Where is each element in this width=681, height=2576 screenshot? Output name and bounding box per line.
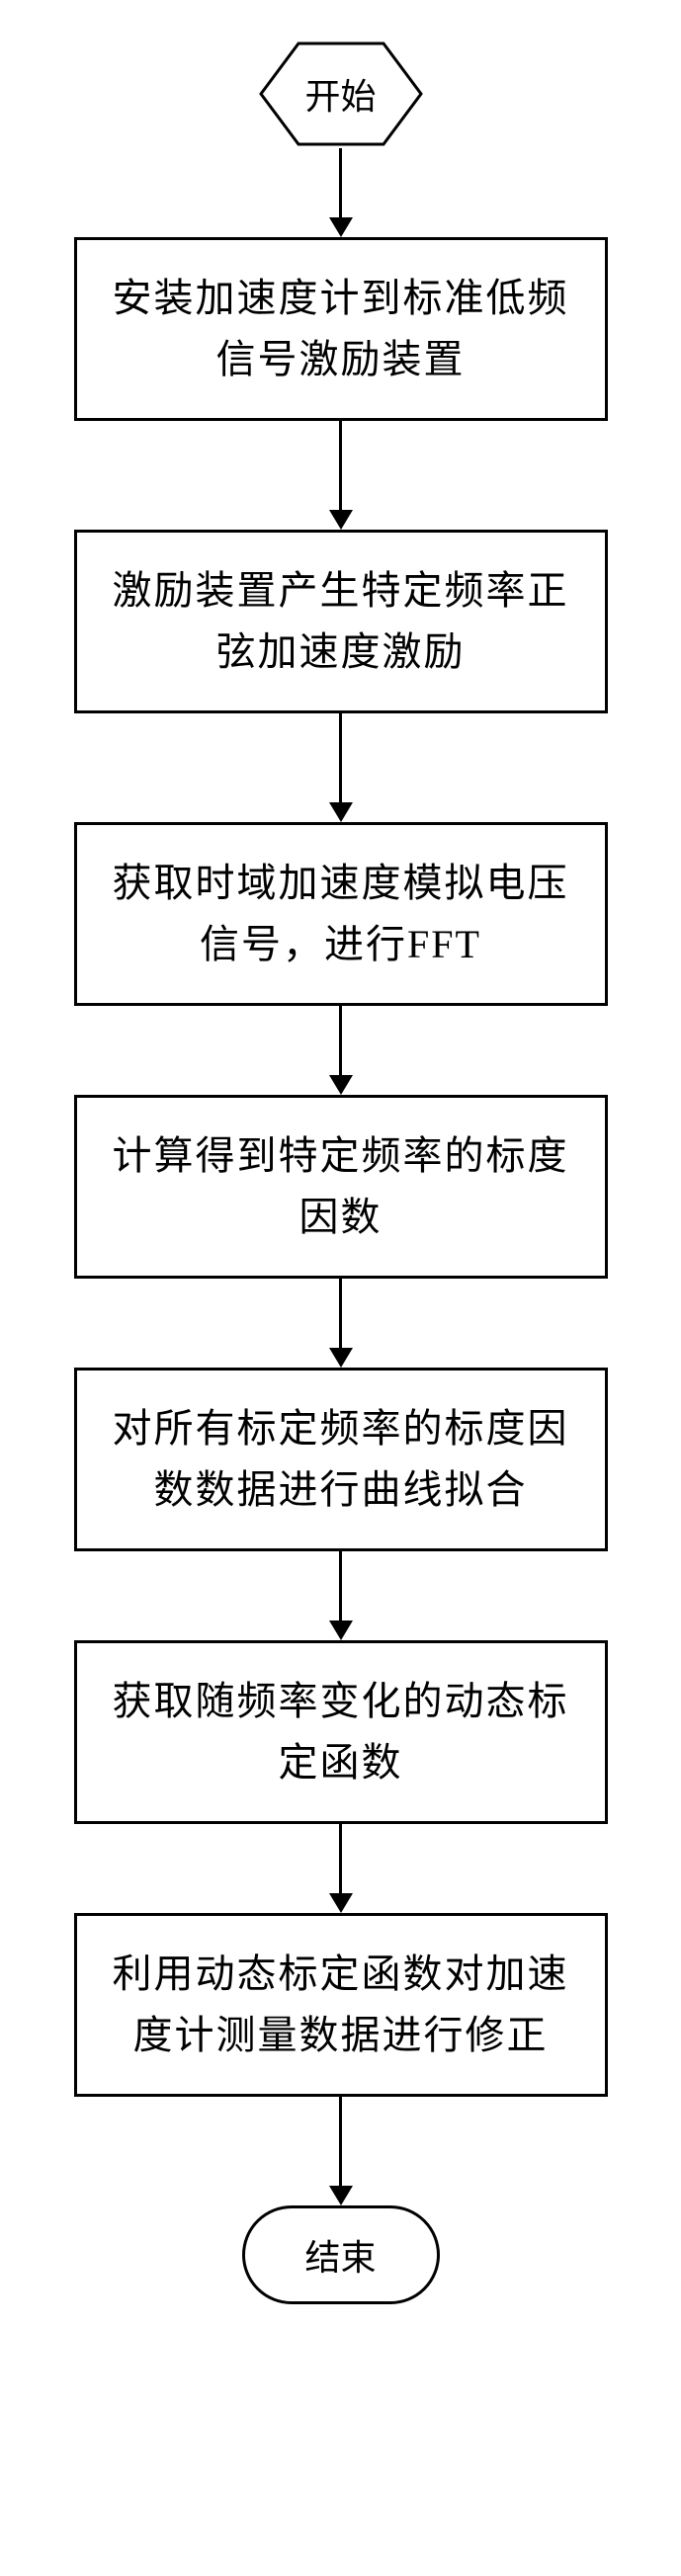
arrow-head xyxy=(329,802,353,822)
arrow-0 xyxy=(329,148,353,237)
flowchart-container: 开始 安装加速度计到标准低频信号激励装置 激励装置产生特定频率正弦加速度激励 获… xyxy=(64,40,618,2304)
arrow-3 xyxy=(329,1006,353,1095)
arrow-line xyxy=(339,1551,342,1620)
process-step-3: 获取时域加速度模拟电压信号，进行FFT xyxy=(74,822,608,1006)
end-terminator: 结束 xyxy=(242,2205,440,2304)
arrow-head xyxy=(329,1075,353,1095)
arrow-head xyxy=(329,217,353,237)
arrow-line xyxy=(339,148,342,217)
process-step-6: 获取随频率变化的动态标定函数 xyxy=(74,1640,608,1824)
end-label: 结束 xyxy=(304,2229,376,2281)
arrow-1 xyxy=(329,421,353,530)
arrow-4 xyxy=(329,1279,353,1368)
start-terminator: 开始 xyxy=(257,40,425,148)
arrow-head xyxy=(329,1348,353,1368)
process-step-4: 计算得到特定频率的标度因数 xyxy=(74,1095,608,1279)
process-step-7: 利用动态标定函数对加速度计测量数据进行修正 xyxy=(74,1913,608,2097)
arrow-7 xyxy=(329,2097,353,2205)
arrow-line xyxy=(339,1279,342,1348)
process-step-5: 对所有标定频率的标度因数数据进行曲线拟合 xyxy=(74,1368,608,1551)
process-step-1: 安装加速度计到标准低频信号激励装置 xyxy=(74,237,608,421)
arrow-head xyxy=(329,1620,353,1640)
arrow-head xyxy=(329,1893,353,1913)
arrow-2 xyxy=(329,713,353,822)
start-label: 开始 xyxy=(257,40,425,148)
arrow-line xyxy=(339,1006,342,1075)
arrow-head xyxy=(329,2186,353,2205)
arrow-line xyxy=(339,2097,342,2186)
arrow-line xyxy=(339,713,342,802)
arrow-head xyxy=(329,510,353,530)
arrow-line xyxy=(339,421,342,510)
arrow-5 xyxy=(329,1551,353,1640)
process-step-2: 激励装置产生特定频率正弦加速度激励 xyxy=(74,530,608,713)
arrow-6 xyxy=(329,1824,353,1913)
arrow-line xyxy=(339,1824,342,1893)
